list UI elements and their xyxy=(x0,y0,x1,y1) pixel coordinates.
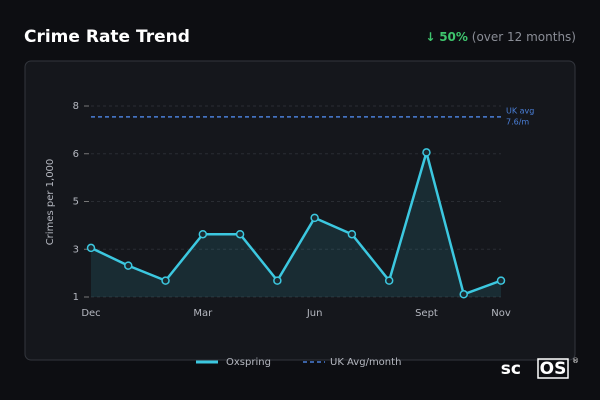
point xyxy=(347,229,357,239)
point xyxy=(161,276,170,285)
x-tick-label: Sept xyxy=(415,308,438,319)
title: Crime Rate Trend xyxy=(24,27,190,47)
x-tick-label: Nov xyxy=(491,308,511,319)
legend-label: Oxspring xyxy=(226,357,271,368)
change-value: 50% xyxy=(439,30,468,44)
point xyxy=(124,261,133,270)
point xyxy=(310,213,319,223)
x-tick-label: Jun xyxy=(306,308,323,319)
brand-mark: ® xyxy=(572,357,579,365)
point xyxy=(273,276,282,285)
brand-box xyxy=(537,358,569,379)
y-axis-label: Crimes per 1,000 xyxy=(45,159,56,246)
brand-prefix: sc xyxy=(501,359,521,379)
legend-label: UK Avg/month xyxy=(330,357,401,368)
y-tick-label: 3 xyxy=(73,244,79,255)
brand-box-text: OS xyxy=(540,359,567,379)
y-tick-label: 6 xyxy=(73,149,79,160)
point xyxy=(422,148,431,157)
point xyxy=(198,229,208,239)
y-tick-label: 5 xyxy=(73,197,79,208)
reference-label: 7.6/m xyxy=(506,117,529,126)
point xyxy=(86,243,96,253)
x-tick-label: Dec xyxy=(81,308,100,319)
reference-label: UK avg xyxy=(506,106,534,115)
point xyxy=(384,276,394,285)
point xyxy=(235,229,245,239)
panel xyxy=(24,60,576,361)
area xyxy=(91,152,501,297)
y-tick-label: 8 xyxy=(73,101,79,112)
point xyxy=(496,276,506,285)
change-period: (over 12 months) xyxy=(472,30,576,44)
change-summary: ↓ 50% (over 12 months) xyxy=(425,30,576,44)
x-tick-label: Mar xyxy=(193,308,213,319)
line xyxy=(90,151,502,296)
change-arrow: ↓ xyxy=(425,30,435,44)
y-tick-label: 1 xyxy=(73,292,79,303)
point xyxy=(459,290,468,299)
